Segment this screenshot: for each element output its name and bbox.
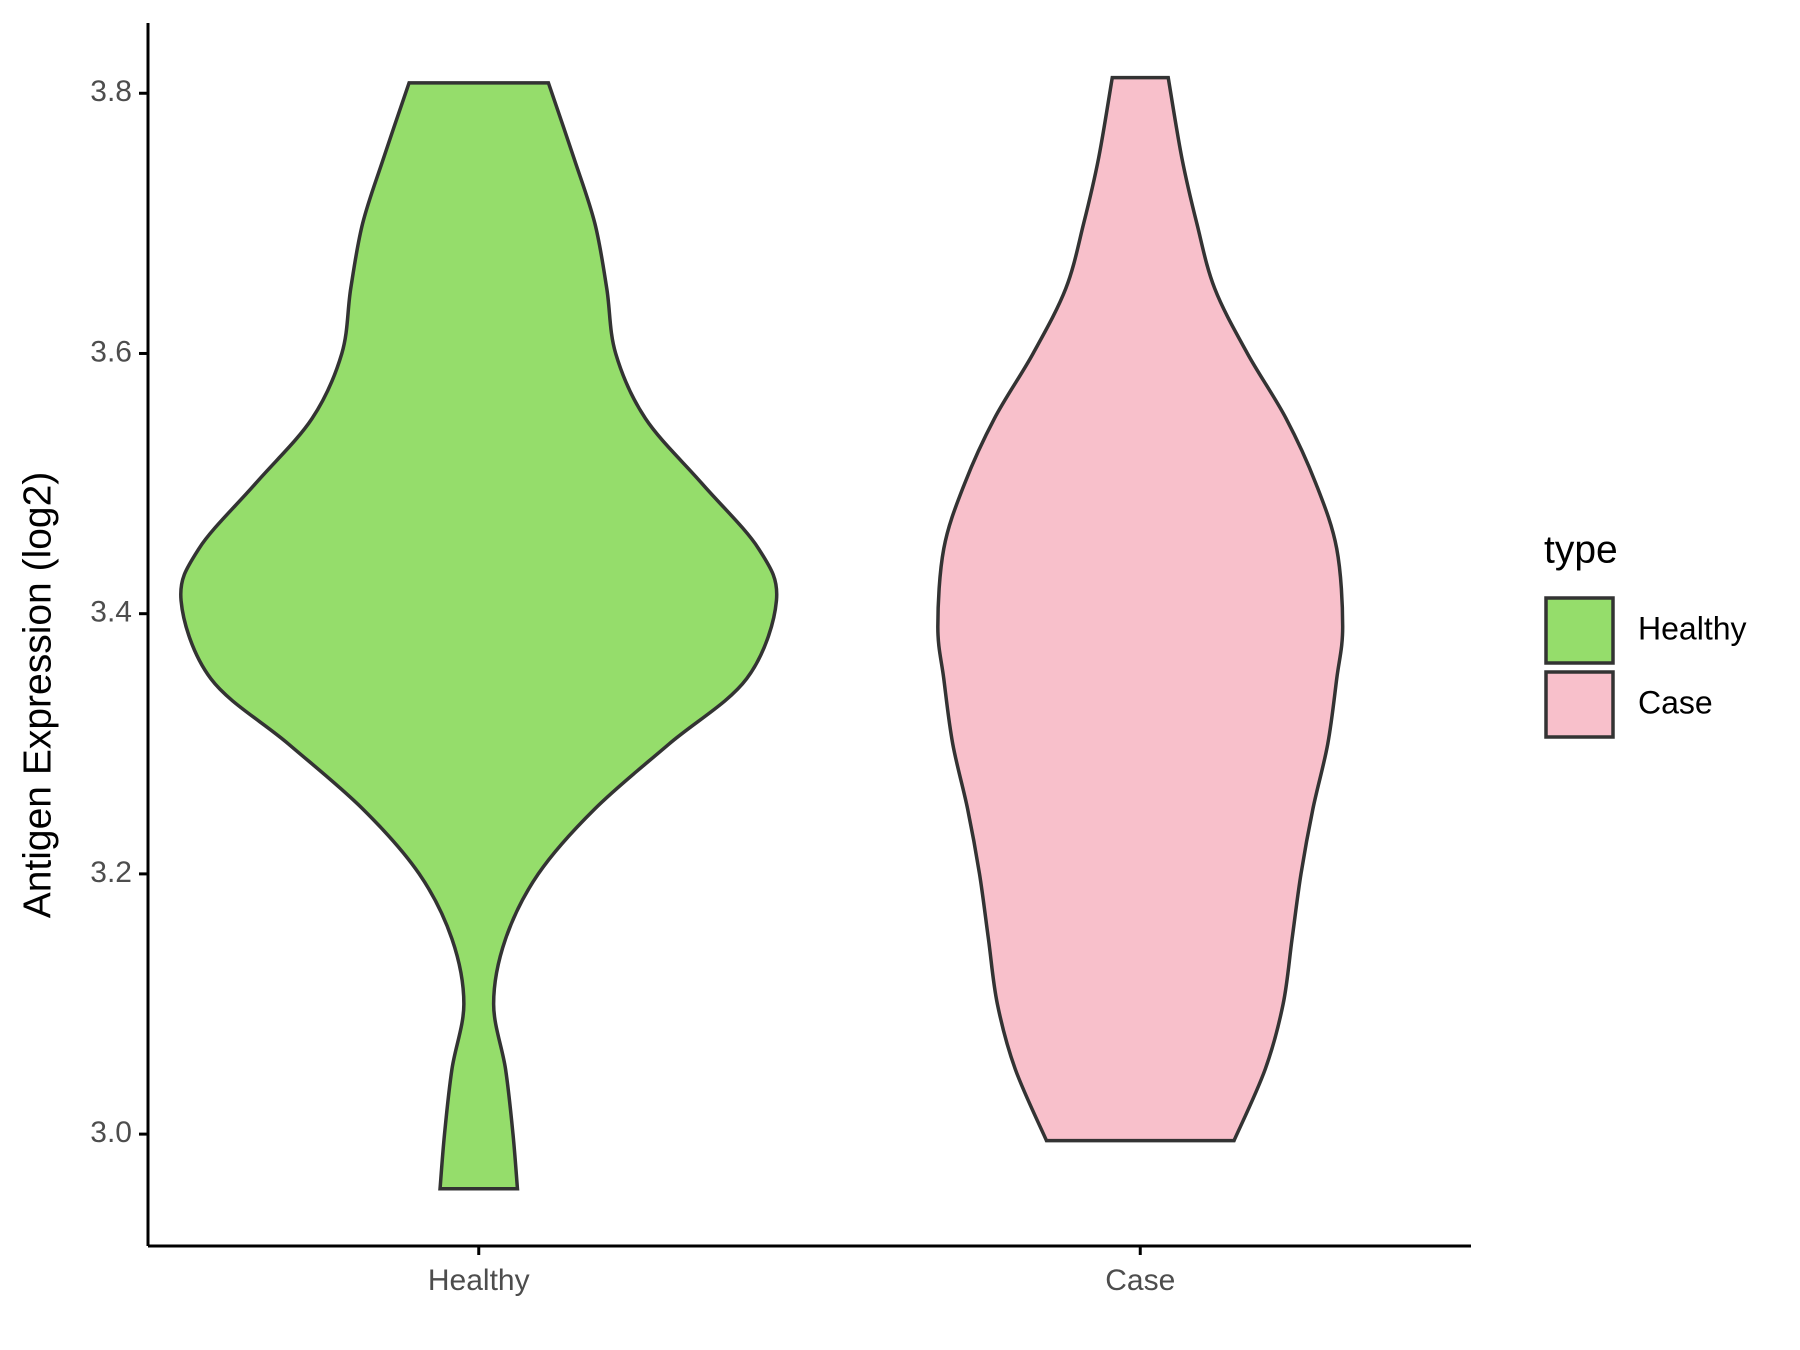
y-tick-label: 3.0 (90, 1116, 132, 1149)
x-tick-label: Case (1105, 1264, 1175, 1297)
legend-title: type (1544, 528, 1618, 571)
x-tick-label: Healthy (428, 1264, 530, 1297)
y-tick-label: 3.6 (90, 335, 132, 368)
legend-swatch (1544, 670, 1615, 739)
legend-label: Case (1638, 684, 1713, 720)
y-tick-label: 3.8 (90, 75, 132, 108)
y-axis-title: Antigen Expression (log2) (16, 472, 59, 919)
y-tick-label: 3.4 (90, 596, 132, 629)
legend-label: Healthy (1638, 610, 1747, 646)
violin (179, 81, 779, 1191)
y-tick-label: 3.2 (90, 856, 132, 889)
violin (936, 75, 1345, 1143)
legend-swatch (1544, 596, 1615, 665)
